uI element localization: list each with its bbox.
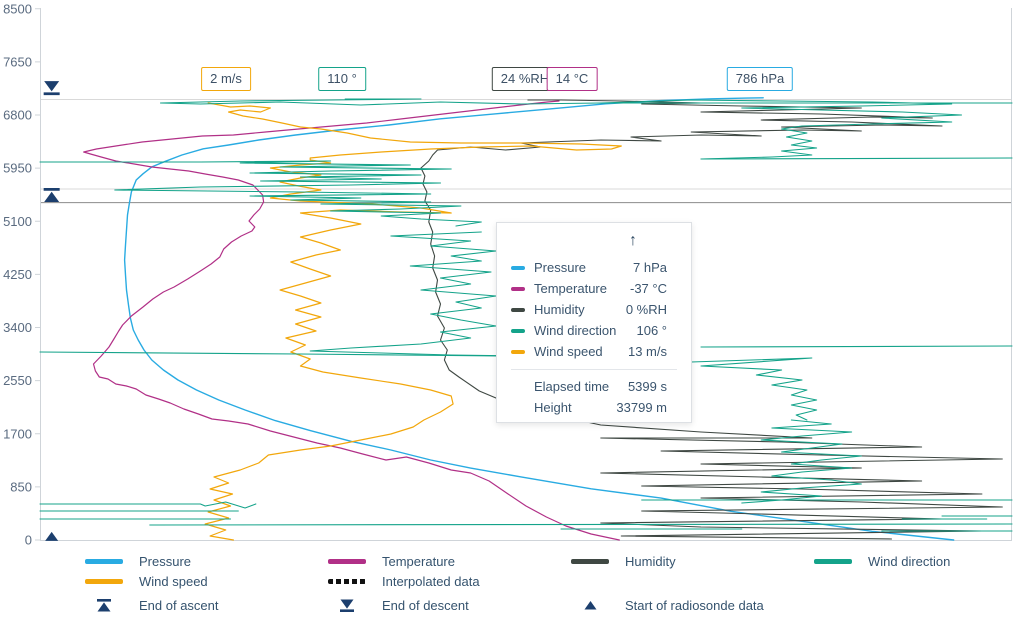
- legend: Pressure Temperature Humidity Wind direc…: [0, 545, 1024, 620]
- series-wind_direction: [39, 160, 482, 227]
- latest-wind-direction-box: 110 °: [318, 67, 366, 91]
- series-wind_direction: [149, 523, 1013, 526]
- tooltip-row-wind-direction: Wind direction 106 °: [497, 320, 691, 341]
- interpolated-data-swatch: [328, 578, 366, 584]
- tooltip-label: Wind speed: [534, 344, 603, 359]
- legend-item-start-of-radiosonde-data[interactable]: Start of radiosonde data: [571, 597, 764, 613]
- legend-item-interpolated-data[interactable]: Interpolated data: [328, 573, 480, 589]
- data-tooltip: ↑ Pressure 7 hPa Temperature -37 °C Humi…: [496, 222, 692, 423]
- tooltip-row-height: Height 33799 m: [497, 397, 691, 418]
- y-axis-tick-label: 7650: [3, 54, 32, 69]
- pressure-swatch: [511, 265, 525, 270]
- marker-end-of-descent-icon: [43, 81, 60, 96]
- latest-pressure-box: 786 hPa: [726, 67, 794, 91]
- pressure-line-swatch: [85, 558, 123, 564]
- temperature-line-swatch: [328, 558, 366, 564]
- tooltip-label: Elapsed time: [534, 379, 610, 394]
- series-wind_direction: [39, 351, 818, 421]
- legend-label: Pressure: [139, 553, 192, 569]
- legend-item-wind-direction[interactable]: Wind direction: [814, 553, 950, 569]
- series-wind_direction: [700, 157, 1013, 160]
- y-axis-tick-label: 0: [25, 533, 32, 548]
- y-axis-tick-label: 6800: [3, 108, 32, 123]
- y-axis-tick-label: 4250: [3, 267, 32, 282]
- tooltip-value: 7 hPa: [633, 260, 667, 275]
- legend-label: End of descent: [382, 597, 469, 613]
- legend-item-temperature[interactable]: Temperature: [328, 553, 455, 569]
- series-wind_direction: [700, 345, 1013, 348]
- y-axis-tick-label: 850: [10, 479, 32, 494]
- tooltip-divider: [511, 369, 677, 370]
- tooltip-value: 0 %RH: [625, 302, 667, 317]
- latest-pressure-value: 786 hPa: [735, 71, 785, 86]
- tooltip-label: Humidity: [534, 302, 585, 317]
- marker-start-of-data-icon: [45, 531, 59, 541]
- legend-item-wind-speed[interactable]: Wind speed: [85, 573, 208, 589]
- legend-label: Temperature: [382, 553, 455, 569]
- tooltip-row-wind-speed: Wind speed 13 m/s: [497, 341, 691, 362]
- legend-label: Interpolated data: [382, 573, 480, 589]
- series-wind_speed: [204, 102, 622, 541]
- y-axis-tick-label: 5950: [3, 161, 32, 176]
- series-wind_direction: [309, 231, 662, 361]
- tooltip-row-elapsed-time: Elapsed time 5399 s: [497, 376, 691, 397]
- tooltip-label: Wind direction: [534, 323, 617, 338]
- legend-item-humidity[interactable]: Humidity: [571, 553, 676, 569]
- tooltip-value: 5399 s: [627, 379, 667, 394]
- humidity-swatch: [511, 307, 525, 312]
- tooltip-value: -37 °C: [630, 281, 667, 296]
- y-axis-tick-label: 2550: [3, 373, 32, 388]
- end-of-ascent-icon: [85, 598, 123, 612]
- legend-item-end-of-ascent[interactable]: End of ascent: [85, 597, 219, 613]
- end-of-descent-icon: [328, 599, 366, 612]
- latest-wind-speed-box: 2 m/s: [201, 67, 251, 91]
- y-axis-tick-label: 3400: [3, 320, 32, 335]
- series-humidity: [420, 99, 1003, 540]
- series-temperature: [83, 100, 620, 541]
- y-axis-tick-label: 5100: [3, 214, 32, 229]
- temperature-swatch: [511, 286, 525, 291]
- tooltip-value: 33799 m: [616, 400, 667, 415]
- series-pressure: [123, 97, 955, 541]
- marker-end-of-ascent-icon: [43, 188, 60, 202]
- latest-temperature-value: 14 °C: [555, 71, 589, 86]
- tooltip-label: Height: [534, 400, 572, 415]
- tooltip-label: Temperature: [534, 281, 607, 296]
- start-of-radiosonde-data-icon: [571, 600, 609, 610]
- tooltip-label: Pressure: [534, 260, 587, 275]
- tooltip-value: 13 m/s: [627, 344, 667, 359]
- wind-direction-line-swatch: [814, 558, 852, 564]
- latest-temperature-box: 14 °C: [546, 67, 598, 91]
- humidity-line-swatch: [571, 558, 609, 564]
- latest-wind-direction-value: 110 °: [327, 71, 357, 86]
- tooltip-row-pressure: Pressure 7 hPa: [497, 257, 691, 278]
- series-wind_direction: [39, 501, 257, 509]
- legend-label: Wind direction: [868, 553, 951, 569]
- up-arrow-icon: ↑: [629, 232, 637, 249]
- latest-wind-speed-value: 2 m/s: [210, 71, 242, 86]
- wind-speed-line-swatch: [85, 578, 123, 584]
- wind-direction-swatch: [511, 328, 525, 333]
- y-axis-tick-label: 8500: [3, 1, 32, 16]
- legend-label: End of ascent: [139, 597, 219, 613]
- legend-item-end-of-descent[interactable]: End of descent: [328, 597, 469, 613]
- tooltip-row-temperature: Temperature -37 °C: [497, 278, 691, 299]
- latest-humidity-value: 24 %RH: [500, 71, 550, 86]
- legend-label: Start of radiosonde data: [625, 597, 764, 613]
- tooltip-row-humidity: Humidity 0 %RH: [497, 299, 691, 320]
- tooltip-value: 106 °: [636, 323, 667, 338]
- legend-label: Humidity: [625, 553, 676, 569]
- series-wind_direction: [159, 98, 963, 160]
- series-wind_direction: [741, 419, 862, 504]
- wind-speed-swatch: [511, 349, 525, 354]
- legend-item-pressure[interactable]: Pressure: [85, 553, 191, 569]
- legend-label: Wind speed: [139, 573, 208, 589]
- y-axis-tick-label: 1700: [3, 426, 32, 441]
